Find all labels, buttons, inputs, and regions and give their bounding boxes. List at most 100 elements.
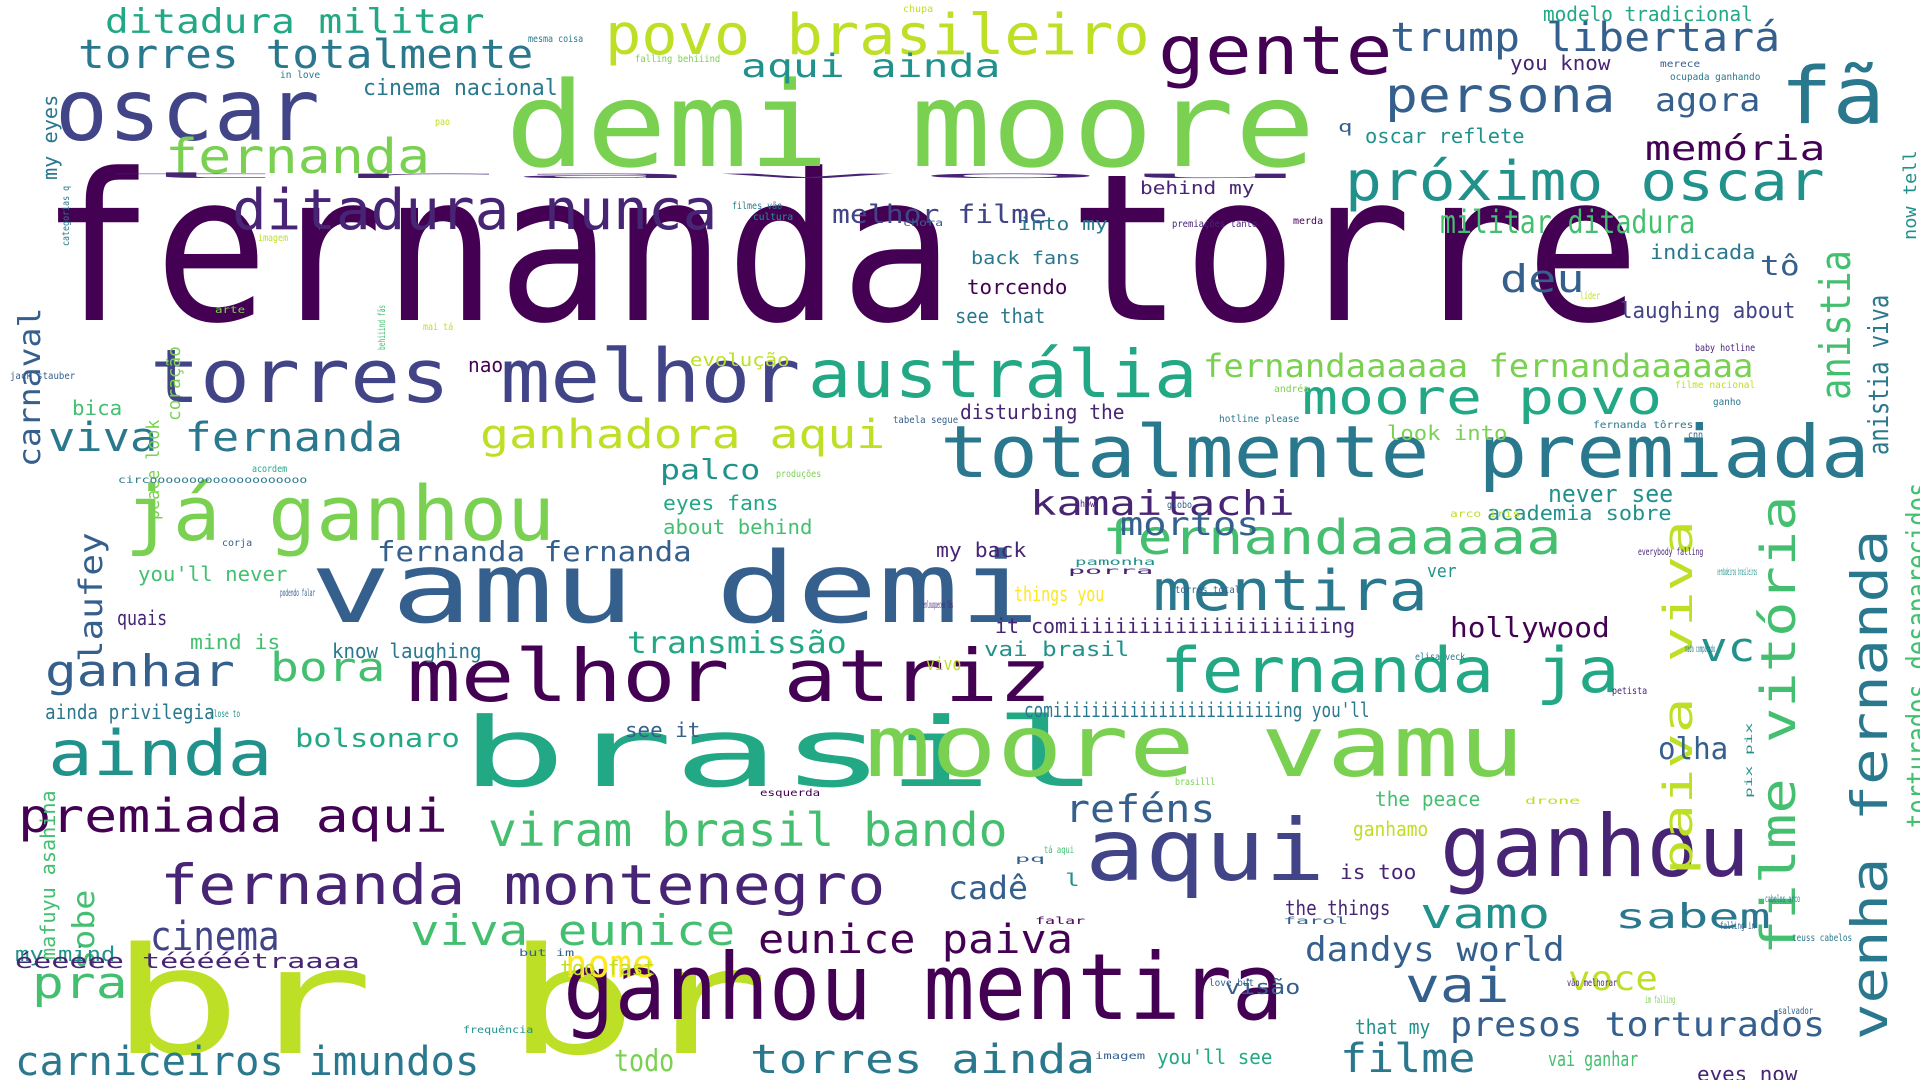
- cloud-word: carniceiros imundos: [15, 1039, 480, 1080]
- cloud-word: my back: [936, 538, 1027, 562]
- cloud-word: elisa veck: [1415, 652, 1466, 663]
- cloud-word: venha fernanda: [1841, 529, 1899, 1040]
- cloud-word: ganho: [1713, 397, 1742, 408]
- cloud-word: todo: [614, 1044, 675, 1079]
- cloud-word: arco íris: [1450, 509, 1521, 520]
- cloud-word: see that: [955, 304, 1046, 328]
- cloud-word: merece: [1660, 59, 1701, 70]
- cloud-word: merda: [1293, 216, 1324, 227]
- cloud-word: tá aqui: [1044, 845, 1075, 856]
- cloud-word: vivo: [926, 654, 962, 675]
- cloud-word: laufey: [72, 532, 110, 662]
- cloud-word: vamu demi: [310, 532, 1041, 646]
- cloud-word: moore vamu: [865, 697, 1525, 797]
- cloud-word: esquerda: [760, 788, 821, 799]
- cloud-word: melhor filme: [832, 200, 1047, 230]
- cloud-word: bora: [270, 645, 386, 691]
- cloud-word: you know: [1510, 51, 1611, 75]
- cloud-word: baby hotline: [1695, 343, 1756, 354]
- cloud-word: eyes fans: [663, 491, 779, 515]
- cloud-word: my eyes: [38, 94, 62, 180]
- cloud-word: never see: [1548, 480, 1674, 508]
- cloud-word: ganhar: [45, 646, 235, 697]
- cloud-word: love but: [1209, 978, 1255, 989]
- cloud-word: modelo tradicional: [1543, 2, 1753, 26]
- cloud-word: ocupada ganhando: [1670, 72, 1761, 83]
- cloud-word: mortos: [1120, 505, 1260, 543]
- cloud-word: nome: [565, 942, 655, 986]
- cloud-word: behind my: [1140, 178, 1255, 199]
- cloud-word: in love: [280, 70, 321, 81]
- cloud-word: vai brasil: [984, 637, 1130, 661]
- cloud-word: torres totalmente: [78, 32, 534, 78]
- cloud-word: corja: [222, 538, 253, 549]
- cloud-word: porra: [1068, 566, 1154, 577]
- cloud-word: mesma coisa: [528, 34, 584, 45]
- cloud-word: vão melhorar: [1567, 978, 1618, 989]
- cloud-word: oscar: [55, 61, 320, 161]
- cloud-word: melhor atriz: [407, 634, 1053, 718]
- cloud-word: demi moore: [505, 56, 1316, 194]
- cloud-word: falling behiiind: [635, 54, 721, 65]
- cloud-word: q: [1338, 117, 1353, 136]
- cloud-word: militar ditadura: [1440, 203, 1696, 241]
- cloud-word: ditadura nunca: [232, 178, 718, 243]
- cloud-word: mentira: [1153, 559, 1428, 624]
- cloud-word: próximo oscar: [1345, 150, 1825, 213]
- cloud-word: pq: [1015, 854, 1046, 865]
- cloud-word: look into: [1387, 421, 1508, 445]
- cloud-word: you'll see: [1157, 1045, 1273, 1069]
- cloud-word: austrália: [808, 336, 1198, 413]
- cloud-word: viva eunice: [410, 906, 736, 955]
- cloud-word: totalmente premiada: [940, 410, 1870, 494]
- cloud-word: petista: [1612, 686, 1648, 697]
- cloud-word: persona: [1385, 68, 1616, 124]
- cloud-word: things you: [1014, 582, 1105, 606]
- cloud-word: falling in: [1720, 921, 1756, 932]
- cloud-word: reféns: [1065, 787, 1216, 831]
- cloud-word: the peace: [1375, 787, 1481, 811]
- cloud-word: fernanda: [165, 129, 431, 185]
- cloud-word: farol: [1283, 916, 1349, 927]
- cloud-word: categorias q: [61, 185, 72, 246]
- cloud-word: podendo falar: [280, 588, 316, 599]
- cloud-word: anistia: [1811, 250, 1860, 400]
- cloud-word: back fans: [971, 248, 1081, 269]
- cloud-word: torcendo: [967, 275, 1068, 299]
- cloud-word: into my: [1018, 214, 1108, 235]
- cloud-word: filme vitória: [1751, 495, 1807, 955]
- cloud-word: indicada: [1650, 240, 1756, 264]
- cloud-word: aqui: [1085, 801, 1326, 901]
- cloud-word: fernandaaaaaa: [1102, 510, 1562, 566]
- cloud-word: cabelos arco: [1765, 894, 1801, 905]
- cloud-word: vc: [1700, 625, 1756, 671]
- cloud-word: produções: [776, 469, 822, 480]
- cloud-word: about behind: [663, 515, 813, 539]
- cloud-word: acordem: [252, 464, 288, 475]
- cloud-word: vai ganhar: [1548, 1047, 1639, 1071]
- cloud-word: disturbing the: [960, 400, 1125, 424]
- cloud-word: ainda privilegia: [45, 700, 215, 724]
- cloud-word: salvador: [1778, 1006, 1814, 1017]
- cloud-word: falar: [1035, 916, 1086, 927]
- cloud-word: mind is: [190, 630, 281, 654]
- cloud-word: it comiiiiiiiiiiiiiiiiiiiiiing: [995, 614, 1356, 638]
- cloud-word: mai tá: [423, 322, 454, 333]
- cloud-word: you'll never: [138, 562, 288, 586]
- cloud-word: povo brasileiro: [605, 3, 1150, 68]
- cloud-word: cnn: [1688, 430, 1704, 441]
- cloud-word: agora: [1655, 81, 1761, 119]
- cloud-word: hollywood: [1450, 611, 1610, 644]
- cloud-word: presos torturados: [1450, 1005, 1826, 1045]
- cloud-word: coração: [164, 346, 185, 421]
- cloud-word: teuss cabelos: [1792, 933, 1853, 944]
- cloud-word: pra: [32, 958, 128, 1009]
- cloud-word: já ganhou: [125, 469, 555, 558]
- cloud-word: quais: [117, 606, 168, 630]
- cloud-word: carnaval: [13, 307, 48, 467]
- cloud-word: behiiind fãs: [377, 304, 388, 350]
- cloud-word: frequência: [463, 1025, 534, 1036]
- cloud-word: my mind: [15, 942, 116, 966]
- cloud-word: know laughing: [332, 639, 482, 663]
- cloud-word: but im: [519, 948, 575, 959]
